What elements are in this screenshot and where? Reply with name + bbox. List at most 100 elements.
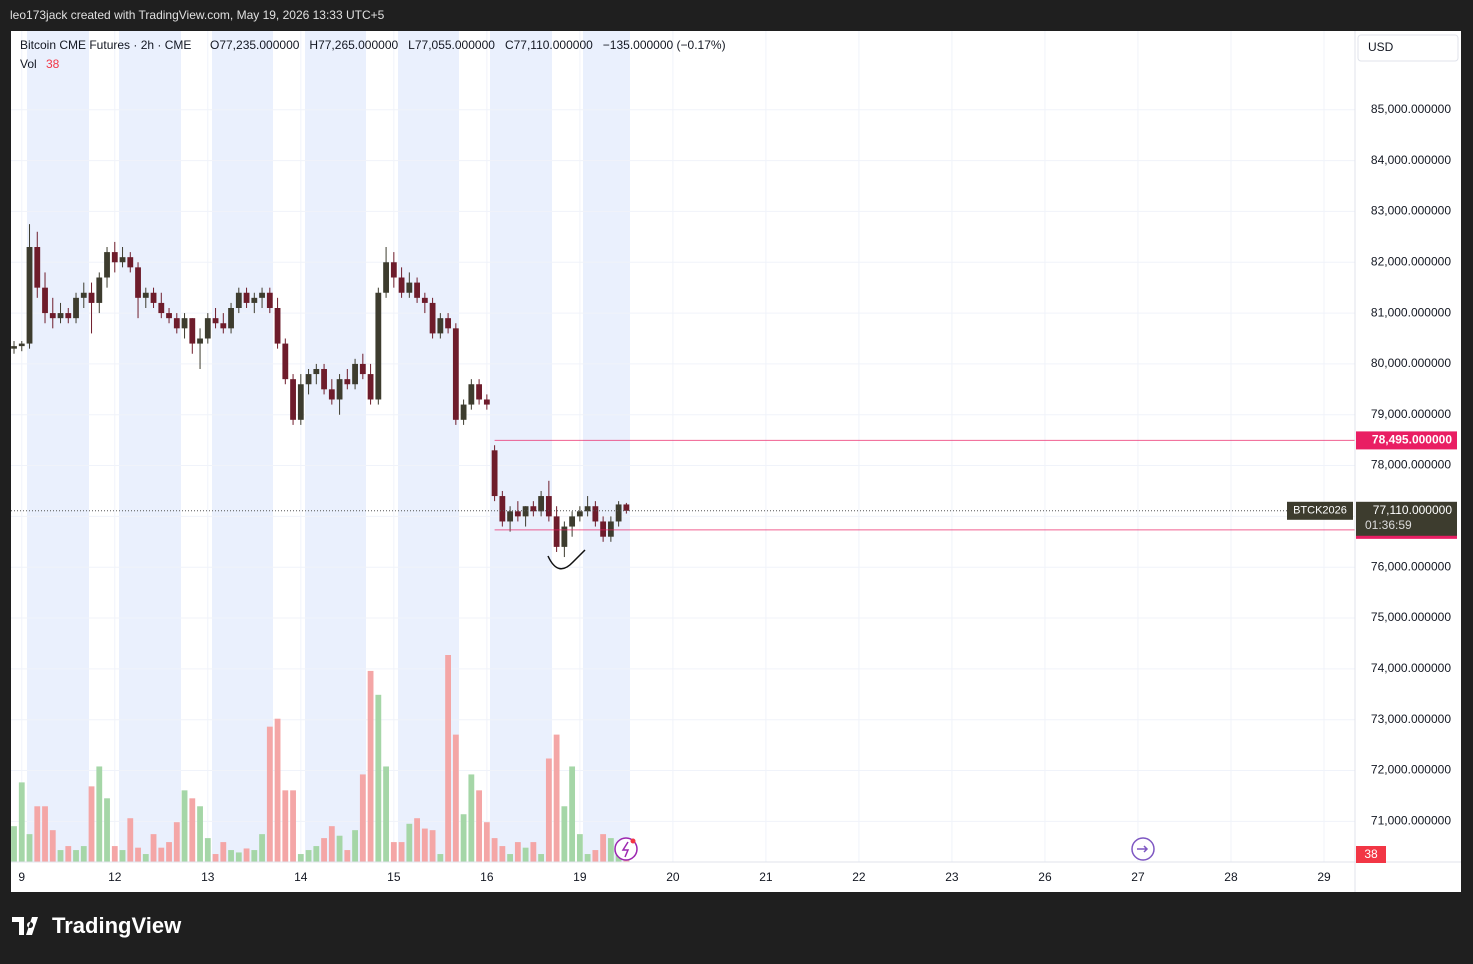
x-tick-label: 15	[387, 870, 401, 884]
legend-ohlc: L77,055.000000	[408, 38, 495, 52]
volume-bar	[49, 830, 56, 862]
event-icon[interactable]	[614, 837, 638, 861]
volume-bar	[452, 734, 459, 862]
candle-body	[57, 313, 64, 319]
candle-body	[111, 252, 118, 263]
candle-body	[561, 526, 568, 547]
volume-bar	[328, 826, 335, 862]
candle-body	[274, 308, 281, 344]
candle-body	[73, 297, 79, 319]
candle-body	[220, 323, 227, 329]
volume-bar	[88, 786, 95, 862]
last-price-label: 77,110.000000	[1373, 503, 1453, 517]
volume-bar	[398, 842, 405, 862]
volume-bar	[290, 790, 296, 862]
volume-bar	[282, 790, 289, 862]
candle-body	[142, 292, 149, 298]
event-icon-glyph	[621, 841, 630, 858]
last-price-bg	[1356, 501, 1457, 536]
candle-body	[576, 511, 583, 517]
volume-bar	[34, 806, 41, 862]
event-dot	[630, 838, 636, 844]
candle-body	[328, 389, 335, 400]
volume-bar	[429, 830, 436, 862]
y-tick-label: 81,000.000000	[1371, 305, 1451, 319]
volume-bar	[437, 854, 444, 862]
volume-bar	[127, 818, 134, 862]
candle-body	[119, 257, 126, 263]
x-tick-label: 16	[480, 870, 494, 884]
volume-bar	[266, 726, 273, 862]
volume-bar	[468, 774, 475, 862]
candle-body	[623, 504, 630, 511]
volume-legend: Vol	[20, 57, 37, 71]
candle-body	[49, 313, 56, 319]
candle-body	[538, 496, 545, 512]
candle-body	[104, 252, 110, 278]
legend-ohlc: H77,265.000000	[309, 38, 398, 52]
header: leo173jack created with TradingView.com,…	[10, 8, 385, 22]
candle-body	[11, 346, 17, 349]
candle-body	[197, 338, 203, 344]
volume-bar	[173, 822, 180, 862]
candle-body	[259, 292, 265, 298]
x-tick-label: 28	[1224, 870, 1238, 884]
currency-box[interactable]	[1357, 34, 1459, 62]
volume-bar	[305, 850, 312, 862]
volume-bar	[553, 734, 560, 862]
volume-bar	[538, 854, 545, 862]
volume-bar	[197, 806, 203, 862]
volume-bar	[499, 846, 506, 862]
candle-body	[26, 247, 33, 344]
volume-bar	[445, 655, 451, 862]
volume-bar	[530, 842, 537, 862]
candle-body	[569, 516, 576, 527]
volume-bar	[383, 766, 389, 862]
candle-body	[468, 384, 475, 405]
candle-body	[65, 313, 72, 319]
candle-body	[243, 292, 250, 303]
candle-body	[483, 399, 490, 405]
event-icon-glyph	[1137, 845, 1149, 853]
volume-bar	[367, 670, 374, 862]
volume-bar	[421, 828, 428, 862]
volume-bar	[181, 790, 188, 862]
candle-body	[460, 404, 467, 420]
volume-bar	[313, 846, 320, 862]
logo: TradingView	[12, 913, 182, 938]
y-tick-label: 84,000.000000	[1371, 153, 1451, 167]
volume-bar	[522, 847, 529, 862]
candle-body	[212, 318, 219, 324]
y-tick-label: 75,000.000000	[1371, 610, 1451, 624]
currency: USD	[1368, 40, 1394, 54]
candle-body	[507, 511, 514, 522]
candle-body	[266, 292, 273, 308]
candle-body	[313, 368, 320, 375]
volume-bar	[274, 718, 281, 862]
candle-body	[452, 328, 459, 420]
volume-bar	[228, 850, 234, 862]
volume-bar	[96, 766, 103, 862]
y-tick-label: 83,000.000000	[1371, 204, 1451, 218]
volume-bar	[359, 774, 366, 862]
volume-bar	[73, 850, 79, 862]
candle-body	[584, 506, 591, 512]
y-tick-label: 85,000.000000	[1371, 102, 1451, 116]
volume-bar	[104, 798, 110, 862]
symbol-label: BTCK2026	[1293, 505, 1347, 517]
volume-bar	[514, 842, 521, 862]
volume-bar	[150, 834, 157, 862]
candle-body	[406, 282, 413, 293]
volume-bar	[204, 838, 211, 862]
volume-bar	[607, 838, 614, 862]
candle-body	[235, 292, 242, 308]
volume-bar	[80, 846, 87, 862]
volume-bar	[390, 842, 397, 862]
volume-label: 38	[1364, 847, 1378, 861]
candle-body	[398, 277, 405, 293]
x-tick-label: 27	[1131, 870, 1145, 884]
x-tick-label: 29	[1317, 870, 1331, 884]
candle-body	[34, 247, 41, 288]
volume-bar	[26, 834, 33, 862]
